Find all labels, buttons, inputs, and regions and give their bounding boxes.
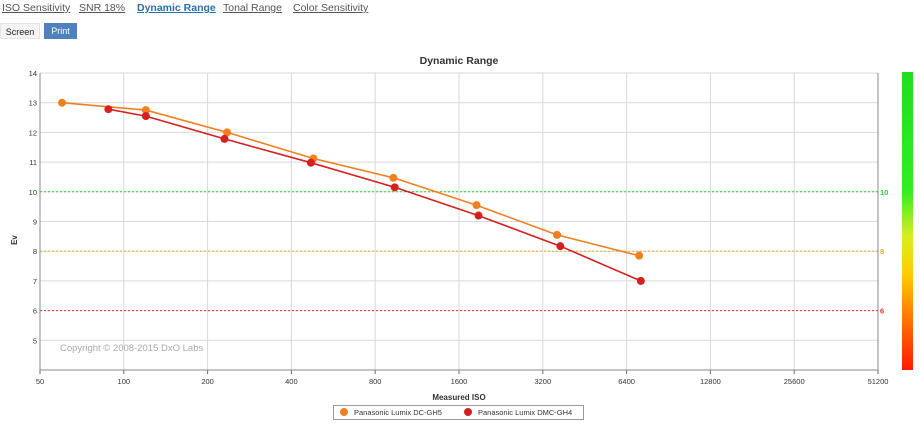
x-tick-label: 1600: [451, 377, 468, 386]
x-tick-label: 100: [118, 377, 131, 386]
chart-legend: Panasonic Lumix DC-GH5 Panasonic Lumix D…: [333, 405, 584, 420]
data-point: [104, 105, 113, 114]
data-point: [636, 276, 645, 285]
y-tick-label: 7: [33, 277, 37, 286]
reference-line-label: 8: [880, 247, 884, 256]
y-tick-label: 11: [29, 158, 37, 167]
grid-layer: [39, 72, 879, 370]
y-tick-label: 8: [33, 247, 37, 256]
legend-label-gh4: Panasonic Lumix DMC-GH4: [478, 408, 573, 417]
data-point: [553, 230, 562, 239]
tab-color-sensitivity[interactable]: Color Sensitivity: [293, 2, 369, 14]
axes: 50 100 200 400 800 1600 3200 6400 12800 25600 5120…: [29, 69, 889, 386]
tab-iso-sensitivity[interactable]: ISO Sensitivity: [2, 2, 71, 14]
tab-snr-18[interactable]: SNR 18%: [79, 2, 126, 14]
data-point: [306, 158, 315, 167]
x-tick-label: 25600: [784, 377, 805, 386]
data-point: [141, 112, 150, 121]
x-tick-label: 200: [201, 377, 214, 386]
x-tick-label: 50: [36, 377, 44, 386]
legend-marker-gh4: [464, 408, 472, 417]
y-tick-label: 10: [29, 188, 37, 197]
y-tick-label: 14: [29, 69, 37, 78]
data-point: [556, 242, 565, 251]
legend-marker-gh5: [340, 408, 348, 417]
legend-item-gh4[interactable]: Panasonic Lumix DMC-GH4: [464, 407, 572, 419]
series-layer: [58, 98, 645, 285]
copyright-watermark: Copyright © 2008-2015 DxO Labs: [60, 343, 203, 354]
x-tick-label: 12800: [700, 377, 721, 386]
data-point: [58, 98, 67, 107]
data-point: [141, 106, 150, 115]
y-tick-label: 5: [33, 336, 37, 345]
series-line: [108, 108, 642, 282]
data-point: [474, 211, 483, 220]
data-point: [635, 251, 644, 260]
y-axis-label: Ev: [10, 235, 19, 245]
data-point: [223, 128, 232, 137]
series-group: [104, 105, 645, 285]
x-axis-label: Measured ISO: [432, 393, 485, 402]
y-tick-label: 12: [29, 128, 37, 137]
tab-bar: ISO Sensitivity SNR 18% Dynamic Range To…: [0, 0, 920, 18]
y-tick-label: 6: [33, 307, 37, 316]
y-tick-label: 9: [33, 218, 37, 227]
screen-button[interactable]: Screen: [0, 23, 40, 39]
legend-item-gh5[interactable]: Panasonic Lumix DC-GH5: [340, 407, 442, 419]
reference-line-label: 10: [880, 188, 888, 197]
data-point: [389, 173, 398, 182]
series-group: [58, 98, 644, 260]
data-point: [220, 134, 229, 143]
x-tick-label: 51200: [868, 377, 889, 386]
reference-lines: 10 8 6: [40, 188, 888, 316]
legend-label-gh5: Panasonic Lumix DC-GH5: [354, 408, 442, 417]
reference-line-label: 6: [880, 307, 884, 316]
x-tick-label: 3200: [534, 377, 551, 386]
chart-title: Dynamic Range: [420, 55, 499, 67]
y-tick-label: 13: [29, 99, 37, 108]
x-tick-label: 400: [285, 377, 298, 386]
data-point: [472, 201, 481, 210]
x-tick-label: 800: [369, 377, 382, 386]
series-line: [61, 101, 640, 257]
tab-dynamic-range[interactable]: Dynamic Range: [137, 2, 216, 14]
print-button[interactable]: Print: [44, 23, 77, 39]
color-scale-bar: [902, 72, 913, 370]
tab-tonal-range[interactable]: Tonal Range: [223, 2, 282, 14]
x-tick-label: 6400: [618, 377, 635, 386]
data-point: [390, 183, 399, 192]
